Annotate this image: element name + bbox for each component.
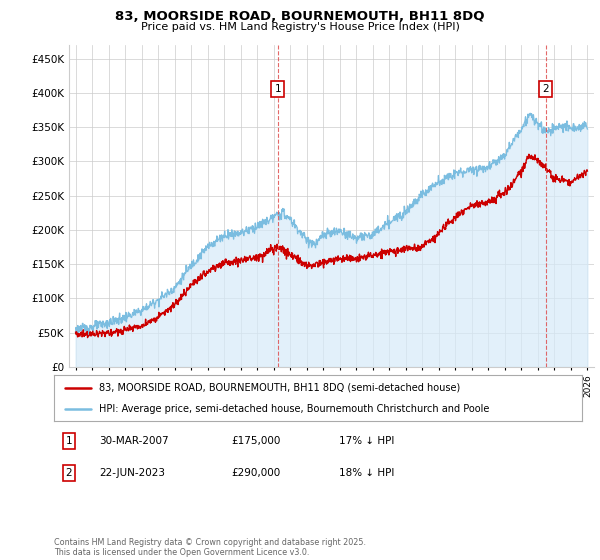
Text: Price paid vs. HM Land Registry's House Price Index (HPI): Price paid vs. HM Land Registry's House … [140,22,460,32]
Text: £175,000: £175,000 [231,436,280,446]
Text: 30-MAR-2007: 30-MAR-2007 [99,436,169,446]
Text: 18% ↓ HPI: 18% ↓ HPI [339,468,394,478]
Text: £290,000: £290,000 [231,468,280,478]
Text: 2: 2 [65,468,73,478]
Text: 83, MOORSIDE ROAD, BOURNEMOUTH, BH11 8DQ (semi-detached house): 83, MOORSIDE ROAD, BOURNEMOUTH, BH11 8DQ… [99,382,460,393]
Text: Contains HM Land Registry data © Crown copyright and database right 2025.
This d: Contains HM Land Registry data © Crown c… [54,538,366,557]
Text: 83, MOORSIDE ROAD, BOURNEMOUTH, BH11 8DQ: 83, MOORSIDE ROAD, BOURNEMOUTH, BH11 8DQ [115,10,485,23]
Text: 17% ↓ HPI: 17% ↓ HPI [339,436,394,446]
Text: 2: 2 [542,85,549,94]
Text: 1: 1 [274,85,281,94]
Text: HPI: Average price, semi-detached house, Bournemouth Christchurch and Poole: HPI: Average price, semi-detached house,… [99,404,489,414]
Text: 1: 1 [65,436,73,446]
Text: 22-JUN-2023: 22-JUN-2023 [99,468,165,478]
